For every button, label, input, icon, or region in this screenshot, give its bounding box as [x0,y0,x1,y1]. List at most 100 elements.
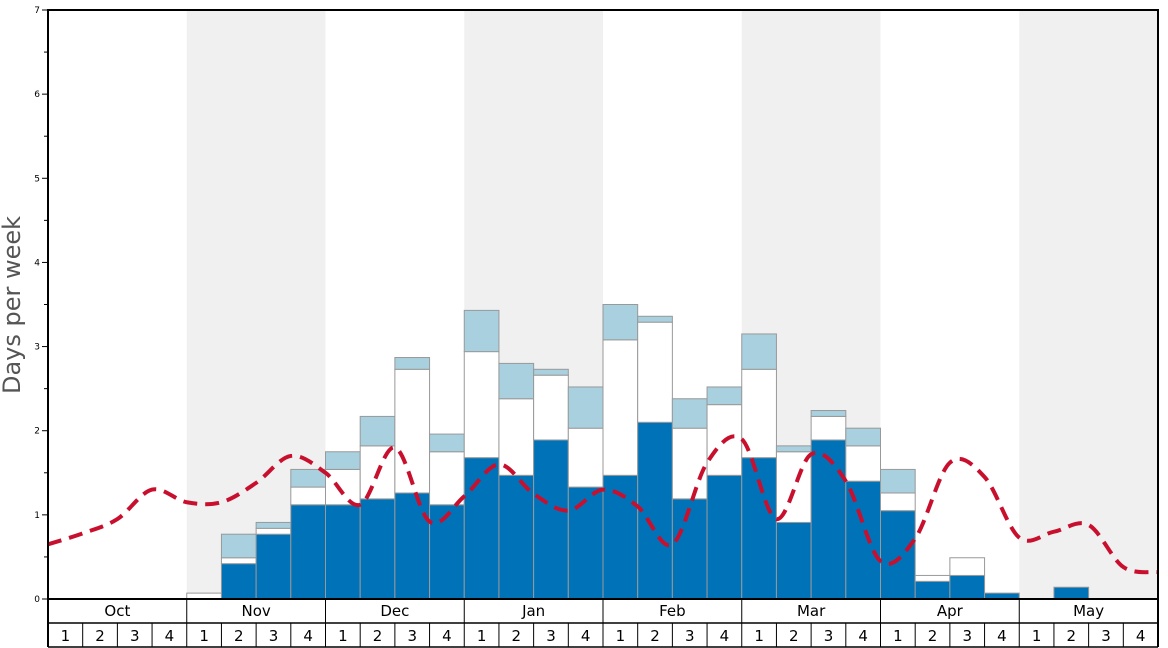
week-label: 1 [1032,627,1042,645]
bar-segment-middle [567,427,604,488]
week-label: 3 [546,627,556,645]
bar-segment-top [741,333,777,370]
month-label: May [1073,602,1104,620]
week-label: 3 [130,627,140,645]
week-label: 2 [373,627,383,645]
bar-segment-middle [394,368,431,494]
bar-segment-top [602,304,639,341]
bar-segment-bottom [463,457,500,600]
bar-segment-bottom [220,563,257,600]
bar-segment-bottom [533,439,569,600]
bar-segment-bottom [567,486,604,600]
bar-segment-bottom [914,580,951,600]
y-tick-label: 5 [34,174,40,184]
alternating-month-bands [186,10,1158,599]
month-band [1019,10,1158,599]
bar-segment-top [880,468,916,494]
bar-segment-top [671,398,708,429]
week-label: 1 [754,627,764,645]
bar-segment-bottom [949,574,986,600]
bar-segment-bottom [429,504,465,600]
bar-segment-bottom [845,480,881,600]
bar-segment-bottom [498,474,535,600]
week-label: 1 [893,627,903,645]
bar-segment-bottom [1053,586,1090,600]
bar-segment-middle [220,557,257,565]
bar-segment-top [220,533,257,559]
bar-segment-middle [914,574,951,582]
month-label: Mar [797,602,826,620]
week-label: 4 [997,627,1007,645]
dashed-line [47,434,1159,575]
week-label: 4 [442,627,452,645]
week-label: 4 [1136,627,1146,645]
week-label: 3 [824,627,834,645]
x-axis-table: Oct 1 2 3 4 Nov 1 2 3 4 Dec 1 2 3 4 Jan 1 2 3 4 Feb 1 2 3 4 Mar 1 2… [47,599,1159,648]
week-label: 2 [512,627,522,645]
bar-segment-middle [255,527,292,535]
month-label: Nov [241,602,270,620]
y-tick-label: 1 [34,511,40,521]
bar-segment-top [463,309,500,353]
bar-segment-top [637,315,673,323]
bar-segment-middle [290,486,326,506]
week-label: 1 [61,627,71,645]
month-label: Jan [521,602,545,620]
bar-segment-top [498,362,535,400]
bar-segment-top [810,410,847,417]
bar-segment-middle [602,339,639,476]
week-label: 2 [789,627,799,645]
bar-segment-top [845,427,881,447]
bar-segment-middle [533,374,569,441]
week-label: 2 [928,627,938,645]
bar-segment-bottom [394,492,431,600]
week-label: 4 [581,627,591,645]
bar-segment-bottom [775,521,812,600]
bar-segment-bottom [810,439,847,600]
bar-segment-top [567,386,604,429]
week-label: 1 [477,627,487,645]
bar-segment-top [775,445,812,453]
bar-segment-bottom [706,474,743,600]
y-tick-label: 3 [34,343,40,353]
bar-segment-middle [498,398,535,476]
bar-segment-middle [775,451,812,523]
bar-segment-top [290,468,326,488]
week-label: 2 [650,627,660,645]
week-label: 1 [199,627,209,645]
bar-segment-top [533,368,569,376]
bar-segment-bottom [359,498,396,600]
week-label: 4 [720,627,730,645]
bar-segment-middle [637,321,673,423]
bar-segment-middle [741,368,777,459]
bar-segment-middle [463,351,500,459]
trend-line [47,434,1159,575]
week-label: 1 [616,627,626,645]
month-label: Feb [659,602,686,620]
bar-segment-top [255,521,292,529]
bar-segment-top [706,386,743,406]
week-label: 3 [269,627,279,645]
bar-segment-top [394,357,431,370]
week-label: 4 [165,627,175,645]
week-label: 3 [1101,627,1111,645]
bar-segment-bottom [671,498,708,600]
bar-segment-top [429,433,465,453]
bar-segment-bottom [290,504,326,600]
month-label: Oct [104,602,130,620]
week-label: 2 [234,627,244,645]
week-label: 2 [1067,627,1077,645]
y-tick-label: 7 [34,6,40,16]
bar-segment-middle [880,492,916,512]
month-label: Apr [937,602,964,620]
bar-segment-middle [845,445,881,482]
bar-segment-bottom [255,533,292,600]
week-label: 2 [95,627,105,645]
week-label: 3 [962,627,972,645]
y-tick-label: 4 [34,258,40,268]
y-tick-label: 6 [34,90,40,100]
week-label: 3 [685,627,695,645]
week-label: 4 [303,627,313,645]
week-label: 3 [407,627,417,645]
y-axis-label: Days per week [0,216,26,394]
